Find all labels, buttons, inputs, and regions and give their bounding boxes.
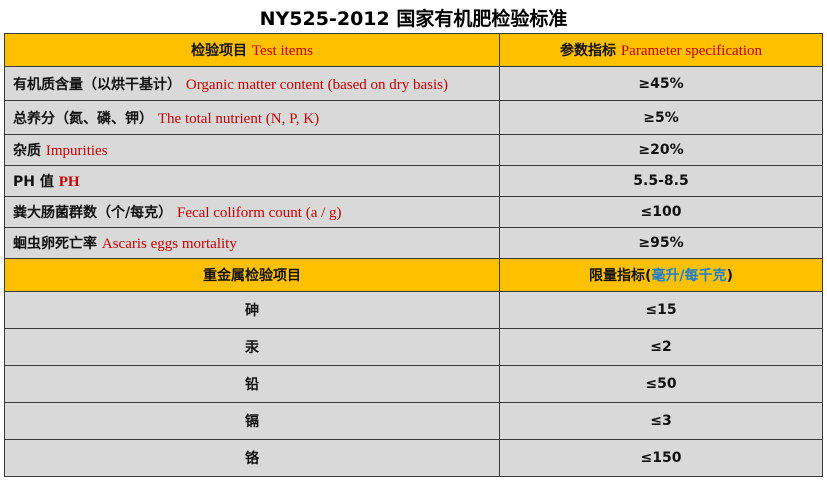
metal-name: 砷	[4, 291, 500, 329]
item-cn: 总养分（氮、磷、钾）	[13, 110, 153, 127]
item-cn: 杂质	[13, 143, 41, 159]
table-row: 有机质含量（以烘干基计） Organic matter content (bas…	[4, 66, 823, 101]
metal-limit: ≤15	[499, 291, 823, 329]
item-cn: 粪大肠菌群数（个/每克）	[13, 205, 173, 221]
item-cell: PH 值 PH	[4, 165, 500, 197]
item-en: PH	[58, 174, 80, 190]
item-en: Impurities	[45, 143, 108, 159]
metal-row: 铬 ≤150	[4, 439, 823, 477]
header-limit-paren: )	[726, 268, 733, 284]
metal-limit: ≤150	[499, 439, 823, 477]
table-row: PH 值 PH 5.5-8.5	[4, 165, 823, 197]
table-row: 总养分（氮、磷、钾） The total nutrient (N, P, K) ≥…	[4, 100, 823, 135]
item-en: Organic matter content (based on dry bas…	[185, 76, 449, 93]
item-en: The total nutrient (N, P, K)	[157, 110, 320, 127]
item-cell: 蛔虫卵死亡率 Ascaris eggs mortality	[4, 227, 500, 259]
metal-row: 汞 ≤2	[4, 328, 823, 366]
item-cn: PH 值	[13, 174, 54, 190]
page-title: NY525-2012 国家有机肥检验标准	[259, 8, 568, 30]
item-cn: 蛔虫卵死亡率	[13, 236, 97, 252]
metal-row: 铅 ≤50	[4, 365, 823, 403]
metal-limit: ≤2	[499, 328, 823, 366]
value-cell: 5.5-8.5	[499, 165, 823, 197]
header-parameter: 参数指标 Parameter specification	[499, 33, 823, 67]
value-cell: ≤100	[499, 196, 823, 228]
header-limit-unit: 毫升/每千克	[651, 268, 727, 284]
metal-name: 汞	[4, 328, 500, 366]
header-en: Test items	[251, 43, 313, 59]
value-cell: ≥20%	[499, 134, 823, 166]
metal-row: 镉 ≤3	[4, 402, 823, 440]
item-cell: 杂质 Impurities	[4, 134, 500, 166]
item-cell: 总养分（氮、磷、钾） The total nutrient (N, P, K)	[4, 100, 500, 135]
value-cell: ≥45%	[499, 66, 823, 101]
item-cell: 有机质含量（以烘干基计） Organic matter content (bas…	[4, 66, 500, 101]
header-cn: 检验项目	[191, 43, 248, 59]
header-cn: 参数指标	[559, 43, 616, 59]
header-limit-label: 限量指标(	[589, 268, 652, 284]
table-row: 杂质 Impurities ≥20%	[4, 134, 823, 166]
standard-table: 检验项目 Test items 参数指标 Parameter specifica…	[4, 33, 823, 477]
table-row: 粪大肠菌群数（个/每克） Fecal coliform count (a / g…	[4, 196, 823, 228]
header-metal-items: 重金属检验项目	[4, 258, 500, 292]
value-cell: ≥95%	[499, 227, 823, 259]
value-cell: ≥5%	[499, 100, 823, 135]
metal-limit: ≤3	[499, 402, 823, 440]
metal-row: 砷 ≤15	[4, 291, 823, 329]
item-cell: 粪大肠菌群数（个/每克） Fecal coliform count (a / g…	[4, 196, 500, 228]
item-en: Ascaris eggs mortality	[101, 236, 237, 252]
table-header: 检验项目 Test items 参数指标 Parameter specifica…	[4, 33, 823, 67]
item-cn: 有机质含量（以烘干基计）	[13, 76, 181, 93]
metal-name: 镉	[4, 402, 500, 440]
table-row: 蛔虫卵死亡率 Ascaris eggs mortality ≥95%	[4, 227, 823, 259]
header-en: Parameter specification	[620, 43, 763, 59]
metal-limit: ≤50	[499, 365, 823, 403]
metals-header: 重金属检验项目 限量指标(毫升/每千克)	[4, 258, 823, 292]
metal-name: 铬	[4, 439, 500, 477]
header-test-items: 检验项目 Test items	[4, 33, 500, 67]
metal-name: 铅	[4, 365, 500, 403]
header-limit: 限量指标(毫升/每千克)	[499, 258, 823, 292]
item-en: Fecal coliform count (a / g)	[177, 205, 342, 221]
